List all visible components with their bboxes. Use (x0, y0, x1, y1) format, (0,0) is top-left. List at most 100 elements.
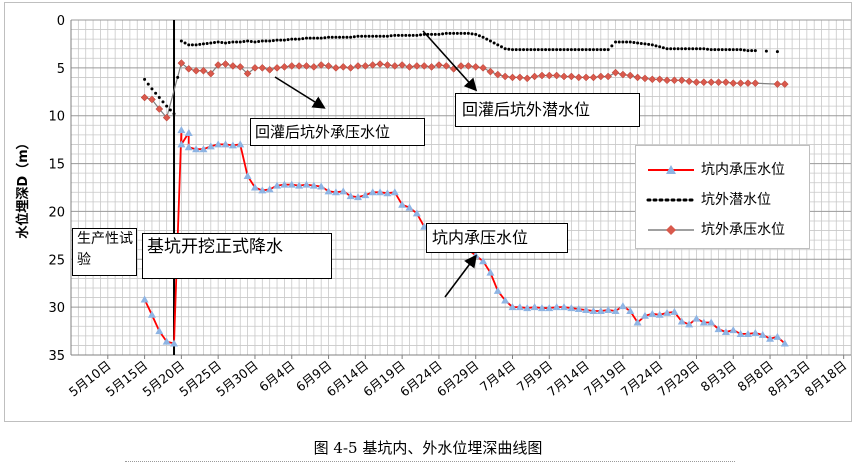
series-outer-phreatic-point (407, 33, 411, 37)
series-outer-confined-point (214, 61, 223, 69)
series-outer-phreatic-point (511, 48, 515, 52)
series-outer-phreatic-point (602, 48, 606, 52)
series-inner-confined-point (221, 140, 230, 148)
series-outer-phreatic-point (279, 38, 283, 42)
series-outer-confined-point (221, 60, 230, 68)
series-outer-phreatic-point (183, 41, 187, 45)
series-inner-confined-point (685, 320, 694, 328)
series-outer-phreatic-point (544, 48, 548, 52)
series-outer-phreatic-point (341, 35, 345, 39)
y-tick-label: 0 (57, 14, 65, 29)
series-outer-phreatic-point (323, 36, 327, 40)
series-outer-confined-point (523, 74, 532, 83)
series-outer-phreatic-point (194, 43, 198, 47)
series-outer-phreatic-point (492, 41, 496, 45)
series-outer-phreatic-point (172, 112, 176, 116)
series-outer-phreatic-point (349, 35, 353, 39)
series-inner-confined-point (280, 180, 289, 188)
series-outer-phreatic-point (282, 38, 286, 42)
series-outer-phreatic-point (735, 48, 739, 52)
y-tick-label: 25 (48, 253, 65, 268)
series-outer-phreatic-point (378, 34, 382, 38)
series-inner-confined-point (155, 327, 164, 335)
series-outer-confined-point (604, 72, 613, 81)
series-outer-phreatic-point (220, 40, 224, 44)
y-tick-label: 35 (48, 349, 65, 364)
series-outer-phreatic-point (764, 49, 768, 53)
series-outer-phreatic-point (558, 48, 562, 52)
series-outer-phreatic-point (271, 39, 275, 43)
series-outer-phreatic-point (628, 40, 632, 44)
series-inner-confined-point (515, 303, 524, 311)
series-outer-phreatic-point (525, 48, 529, 52)
series-outer-phreatic-point (201, 42, 205, 46)
series-outer-confined-point (493, 70, 502, 79)
series-outer-phreatic-point (448, 31, 452, 35)
series-outer-phreatic-point (606, 48, 610, 52)
series-inner-confined-point (206, 142, 215, 150)
series-outer-phreatic-point (746, 49, 750, 53)
series-outer-confined-point (780, 80, 789, 88)
series-outer-phreatic-point (753, 49, 757, 53)
series-outer-confined-point (435, 61, 443, 69)
series-inner-confined-point (773, 332, 782, 340)
series-inner-confined-point (287, 180, 296, 188)
series-inner-confined-point (376, 188, 385, 196)
series-inner-confined-point (184, 128, 193, 136)
series-outer-confined-point (339, 63, 348, 71)
annotation-recharge-outer-confined: 回灌后坑外承压水位 (250, 118, 425, 146)
series-outer-confined-point (354, 62, 362, 70)
legend-swatch-inner-confined (648, 165, 694, 174)
series-outer-confined-point (655, 75, 664, 84)
series-inner-confined-point (545, 304, 554, 312)
series-inner-confined-point (692, 314, 701, 322)
series-inner-confined-point (265, 185, 274, 193)
series-outer-phreatic-point (658, 45, 662, 49)
series-outer-confined-point (699, 78, 708, 87)
series-outer-confined-point (287, 62, 296, 70)
series-outer-phreatic-point (441, 32, 445, 36)
series-outer-confined-point (376, 60, 384, 68)
series-outer-confined-point (273, 64, 281, 72)
series-outer-phreatic-point (595, 48, 599, 52)
series-inner-confined-point (582, 306, 591, 314)
legend-label-outer-phreatic: 坑外潜水位 (701, 192, 771, 208)
series-inner-confined-point (184, 143, 193, 151)
series-outer-phreatic-point (433, 32, 437, 36)
series-outer-confined-point (773, 80, 782, 88)
series-outer-phreatic-point (676, 47, 680, 51)
series-outer-confined-point (405, 63, 414, 71)
series-outer-confined-point (471, 63, 480, 71)
series-outer-confined-point (236, 63, 245, 71)
series-outer-confined-point (486, 67, 495, 76)
series-outer-phreatic-point (157, 96, 161, 100)
series-outer-phreatic-point (363, 34, 367, 38)
series-outer-phreatic-point (238, 40, 242, 44)
series-inner-confined-point (228, 141, 237, 149)
series-outer-confined-point (302, 62, 311, 70)
series-inner-confined-point (214, 140, 223, 148)
y-tick-label: 10 (48, 110, 65, 125)
series-outer-confined-point (552, 71, 561, 80)
series-outer-phreatic-point (643, 42, 647, 46)
series-inner-confined-point (273, 181, 282, 189)
series-outer-phreatic-point (316, 36, 320, 40)
series-inner-confined-point (626, 306, 635, 314)
series-outer-confined-point (324, 62, 333, 70)
series-outer-confined-point (729, 79, 738, 88)
series-outer-phreatic-point (650, 43, 654, 47)
series-outer-confined-point (530, 72, 539, 81)
series-outer-phreatic-point (636, 41, 640, 45)
series-outer-phreatic-point (246, 39, 250, 43)
x-tick-label: 7月29日 (655, 358, 703, 400)
series-outer-confined-point (206, 69, 215, 78)
series-outer-confined-point (596, 72, 605, 81)
series-outer-phreatic-point (573, 48, 577, 52)
series-outer-confined-point (361, 62, 370, 70)
series-outer-phreatic-point (334, 35, 338, 39)
series-outer-phreatic-point (584, 48, 588, 52)
series-inner-confined-point (324, 187, 333, 195)
series-inner-confined-point (295, 181, 304, 189)
series-outer-phreatic-point (260, 39, 264, 43)
series-outer-confined-point (229, 62, 237, 70)
